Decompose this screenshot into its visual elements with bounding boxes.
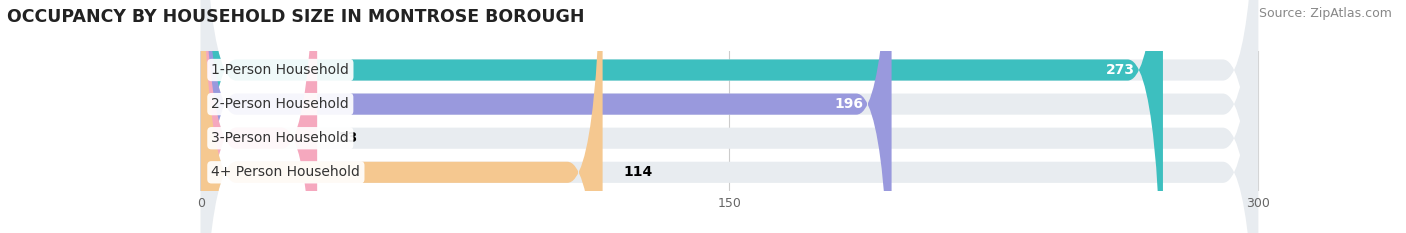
FancyBboxPatch shape (201, 0, 1163, 233)
Text: 196: 196 (834, 97, 863, 111)
Text: 1-Person Household: 1-Person Household (211, 63, 349, 77)
Text: 2-Person Household: 2-Person Household (211, 97, 349, 111)
FancyBboxPatch shape (201, 0, 318, 233)
Text: 3-Person Household: 3-Person Household (211, 131, 349, 145)
FancyBboxPatch shape (201, 0, 603, 233)
FancyBboxPatch shape (201, 0, 891, 233)
Text: 33: 33 (339, 131, 357, 145)
Text: OCCUPANCY BY HOUSEHOLD SIZE IN MONTROSE BOROUGH: OCCUPANCY BY HOUSEHOLD SIZE IN MONTROSE … (7, 8, 585, 26)
Text: 273: 273 (1105, 63, 1135, 77)
Text: Source: ZipAtlas.com: Source: ZipAtlas.com (1258, 7, 1392, 20)
Text: 4+ Person Household: 4+ Person Household (211, 165, 360, 179)
FancyBboxPatch shape (201, 0, 1258, 233)
FancyBboxPatch shape (201, 0, 1258, 233)
FancyBboxPatch shape (201, 0, 1258, 233)
Text: 114: 114 (624, 165, 652, 179)
FancyBboxPatch shape (201, 0, 1258, 233)
